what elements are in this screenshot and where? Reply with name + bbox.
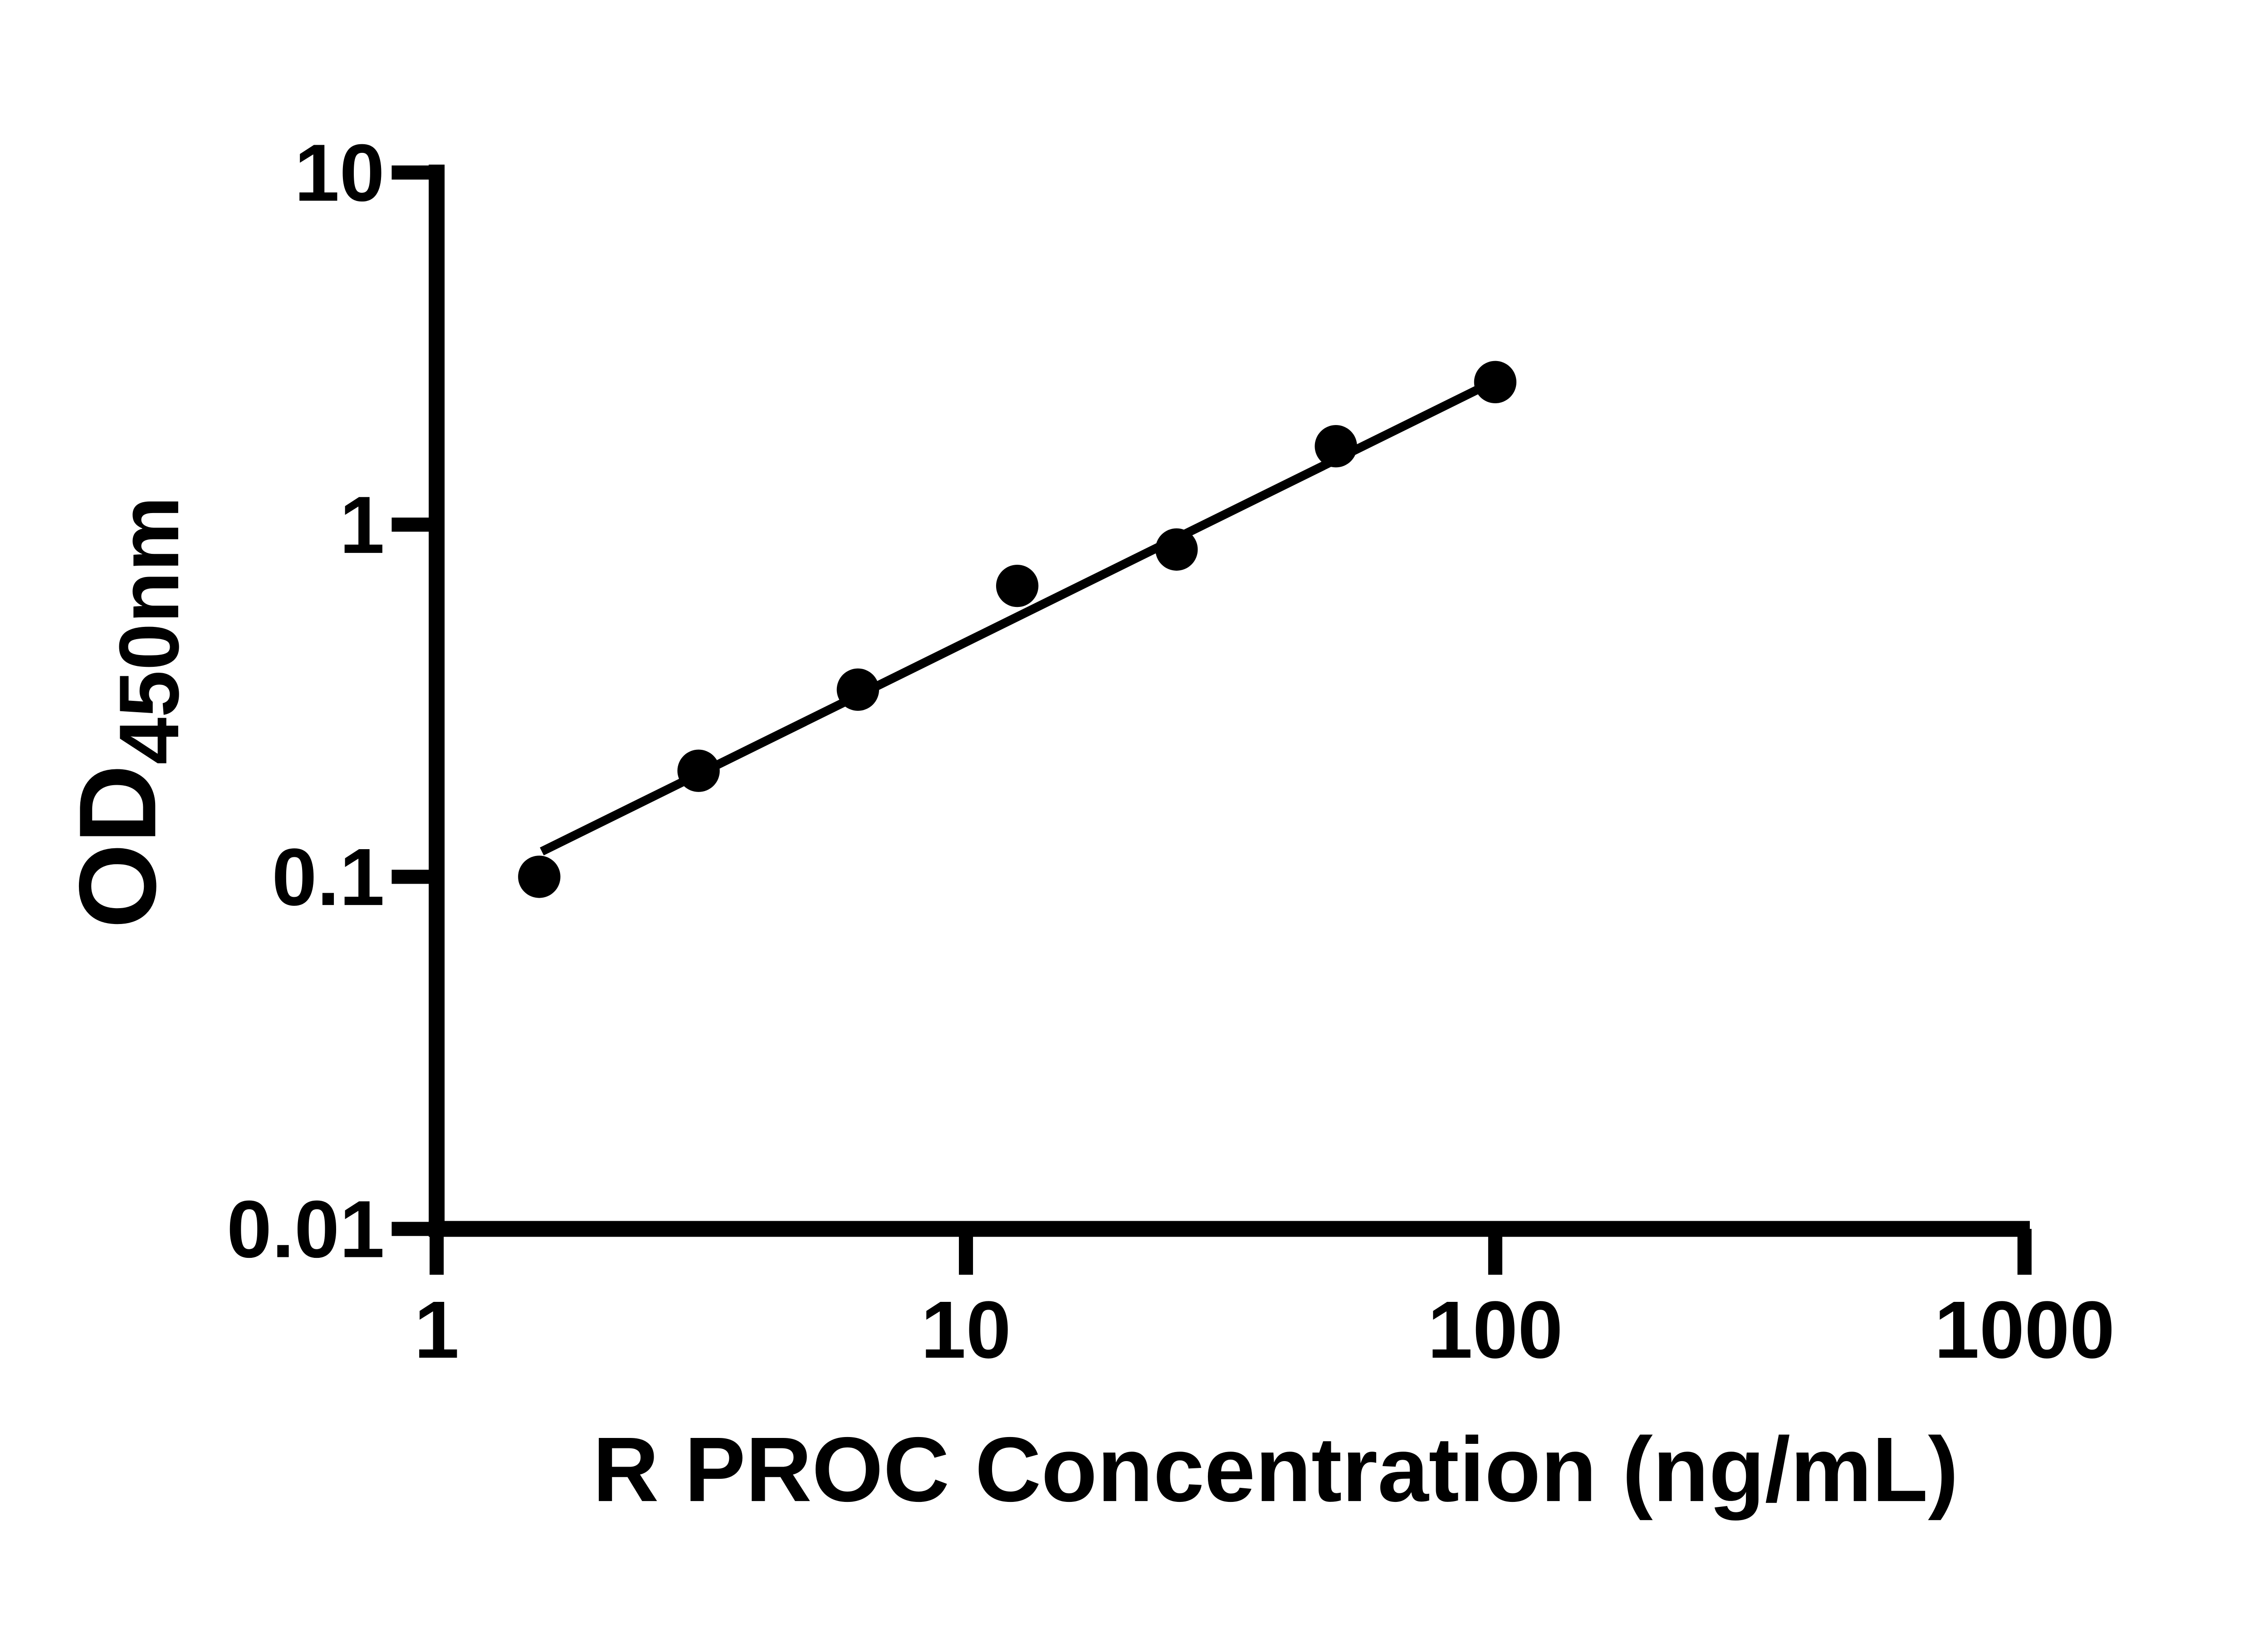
y-tick-label: 10 bbox=[294, 127, 385, 218]
x-tick-label: 1000 bbox=[1934, 1284, 2115, 1375]
axes bbox=[429, 164, 2030, 1237]
tick-labels: 10 1 0.1 0.01 1 10 100 1000 bbox=[227, 127, 2115, 1375]
y-axis-title-main: OD bbox=[57, 764, 179, 929]
x-tick-label: 100 bbox=[1427, 1284, 1563, 1375]
data-series bbox=[518, 361, 1517, 898]
x-tick-label: 10 bbox=[921, 1284, 1011, 1375]
y-axis-title: OD450nm bbox=[57, 496, 196, 929]
data-point bbox=[1315, 425, 1357, 468]
y-tick-label: 0.1 bbox=[272, 831, 385, 922]
y-axis-title-sub: 450nm bbox=[102, 496, 196, 765]
data-point bbox=[1474, 361, 1517, 404]
x-axis-title: R PROC Concentration (ng/mL) bbox=[593, 1418, 1959, 1521]
data-point bbox=[518, 856, 561, 898]
data-point bbox=[836, 668, 880, 711]
data-point bbox=[996, 564, 1039, 607]
data-point bbox=[1155, 528, 1198, 571]
tick-marks bbox=[391, 165, 2032, 1275]
y-tick-label: 0.01 bbox=[227, 1183, 385, 1274]
y-tick-label: 1 bbox=[339, 479, 385, 570]
x-tick-label: 1 bbox=[414, 1284, 459, 1375]
data-point bbox=[677, 749, 720, 792]
